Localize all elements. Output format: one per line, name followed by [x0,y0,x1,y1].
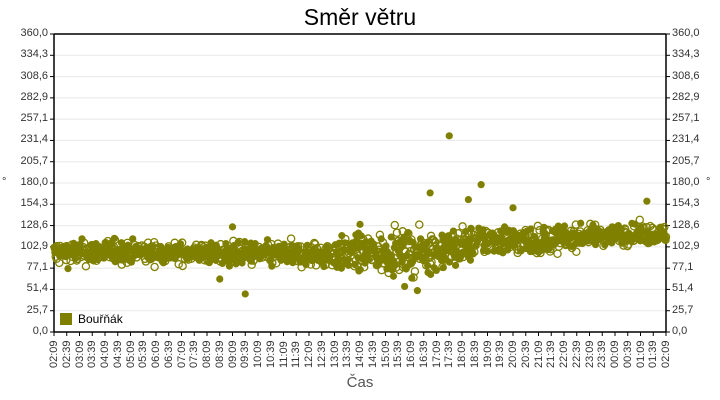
x-tick-label: 03:39 [86,340,99,368]
y-tick-label: 51,4 [672,282,694,295]
x-tick-label: 10:09 [252,340,264,368]
x-tick-label: 19:39 [494,340,507,368]
x-tick-label: 17:39 [443,340,456,368]
x-axis-title: Čas [346,374,374,391]
y-tick-label: 180,0 [20,176,48,188]
y-tick-label: 308,6 [672,69,700,82]
y-tick-label: 205,7 [20,154,48,167]
x-tick-label: 00:09 [609,340,621,368]
y-tick-label: 231,4 [672,133,700,146]
y-tick-label: 128,6 [672,218,700,231]
x-tick-label: 22:39 [570,340,583,368]
x-tick-label: 20:09 [507,340,519,368]
y-tick-label: 102,9 [20,239,48,252]
y-tick-label: 0,0 [672,325,688,337]
y-tick-label: 77,1 [672,261,694,274]
y-tick-label: 25,7 [672,303,694,316]
x-tick-label: 06:39 [162,340,175,368]
y-tick-label: 282,9 [672,90,700,103]
y-tick-label: 154,3 [672,197,700,210]
x-tick-label: 04:09 [99,340,111,368]
x-tick-label: 18:09 [456,340,468,368]
y-tick-label: 231,4 [20,133,48,146]
y-tick-label: 360,0 [672,27,700,39]
x-tick-label: 04:39 [111,340,124,368]
x-tick-label: 14:09 [354,340,366,368]
legend: Bouřňák [60,312,123,326]
y-tick-label: 180,0 [672,176,700,188]
y-tick-label: 282,9 [20,90,48,103]
legend-label: Bouřňák [78,312,123,326]
x-tick-label: 01:09 [634,340,647,368]
y-tick-label: 334,3 [672,48,700,61]
x-tick-label: 23:39 [596,340,609,368]
x-tick-label: 03:09 [73,340,86,368]
x-tick-label: 18:39 [468,340,481,368]
y-tick-label: 334,3 [20,48,48,61]
x-tick-label: 12:39 [315,340,328,368]
x-tick-label: 09:39 [239,340,252,368]
x-tick-label: 01:39 [647,340,660,368]
x-tick-label: 16:39 [417,340,430,368]
x-tick-label: 15:09 [379,340,392,368]
x-tick-label: 15:39 [392,340,405,368]
x-tick-label: 19:09 [481,340,494,368]
x-tick-label: 05:09 [124,340,137,368]
x-tick-label: 07:09 [175,340,188,368]
x-tick-label: 21:39 [545,340,558,368]
x-tick-label: 16:09 [405,340,417,368]
chart-title: Směr větru [303,4,417,30]
y-axis-unit-right: ° [706,176,711,188]
x-tick-label: 07:39 [188,340,201,368]
x-tick-label: 05:39 [137,340,150,368]
y-tick-label: 257,1 [20,112,48,125]
x-tick-label: 20:39 [519,340,532,368]
x-tick-label: 17:09 [430,340,443,368]
x-tick-label: 21:09 [532,340,545,368]
x-tick-label: 11:09 [277,341,290,368]
y-tick-label: 102,9 [672,239,700,252]
y-tick-label: 128,6 [20,218,48,231]
x-tick-label: 10:39 [264,340,277,368]
x-tick-label: 02:39 [60,340,73,368]
x-tick-label: 22:09 [558,340,570,368]
y-tick-label: 257,1 [672,112,700,125]
legend-swatch-icon [60,313,72,325]
x-tick-label: 09:09 [226,340,239,368]
y-tick-label: 77,1 [26,261,48,274]
y-tick-label: 205,7 [672,154,700,167]
y-tick-label: 154,3 [20,197,48,210]
x-tick-label: 12:09 [303,340,315,368]
y-axis-unit-left: ° [2,176,7,188]
x-tick-label: 13:09 [328,340,341,368]
x-tick-label: 02:09 [48,340,60,368]
x-tick-label: 14:39 [366,340,379,368]
y-tick-label: 360,0 [20,27,48,39]
y-tick-label: 308,6 [20,69,48,82]
x-tick-label: 08:09 [201,340,213,368]
x-tick-label: 08:39 [213,340,226,368]
x-tick-label: 00:39 [621,340,634,368]
x-tick-label: 02:09 [660,340,672,368]
x-tick-label: 11:39 [290,341,303,368]
x-tick-label: 06:09 [150,340,162,368]
y-tick-label: 51,4 [26,282,48,295]
y-tick-label: 0,0 [32,325,48,337]
x-tick-label: 23:09 [583,340,596,368]
y-tick-label: 25,7 [26,303,48,316]
x-tick-label: 13:39 [341,340,354,368]
